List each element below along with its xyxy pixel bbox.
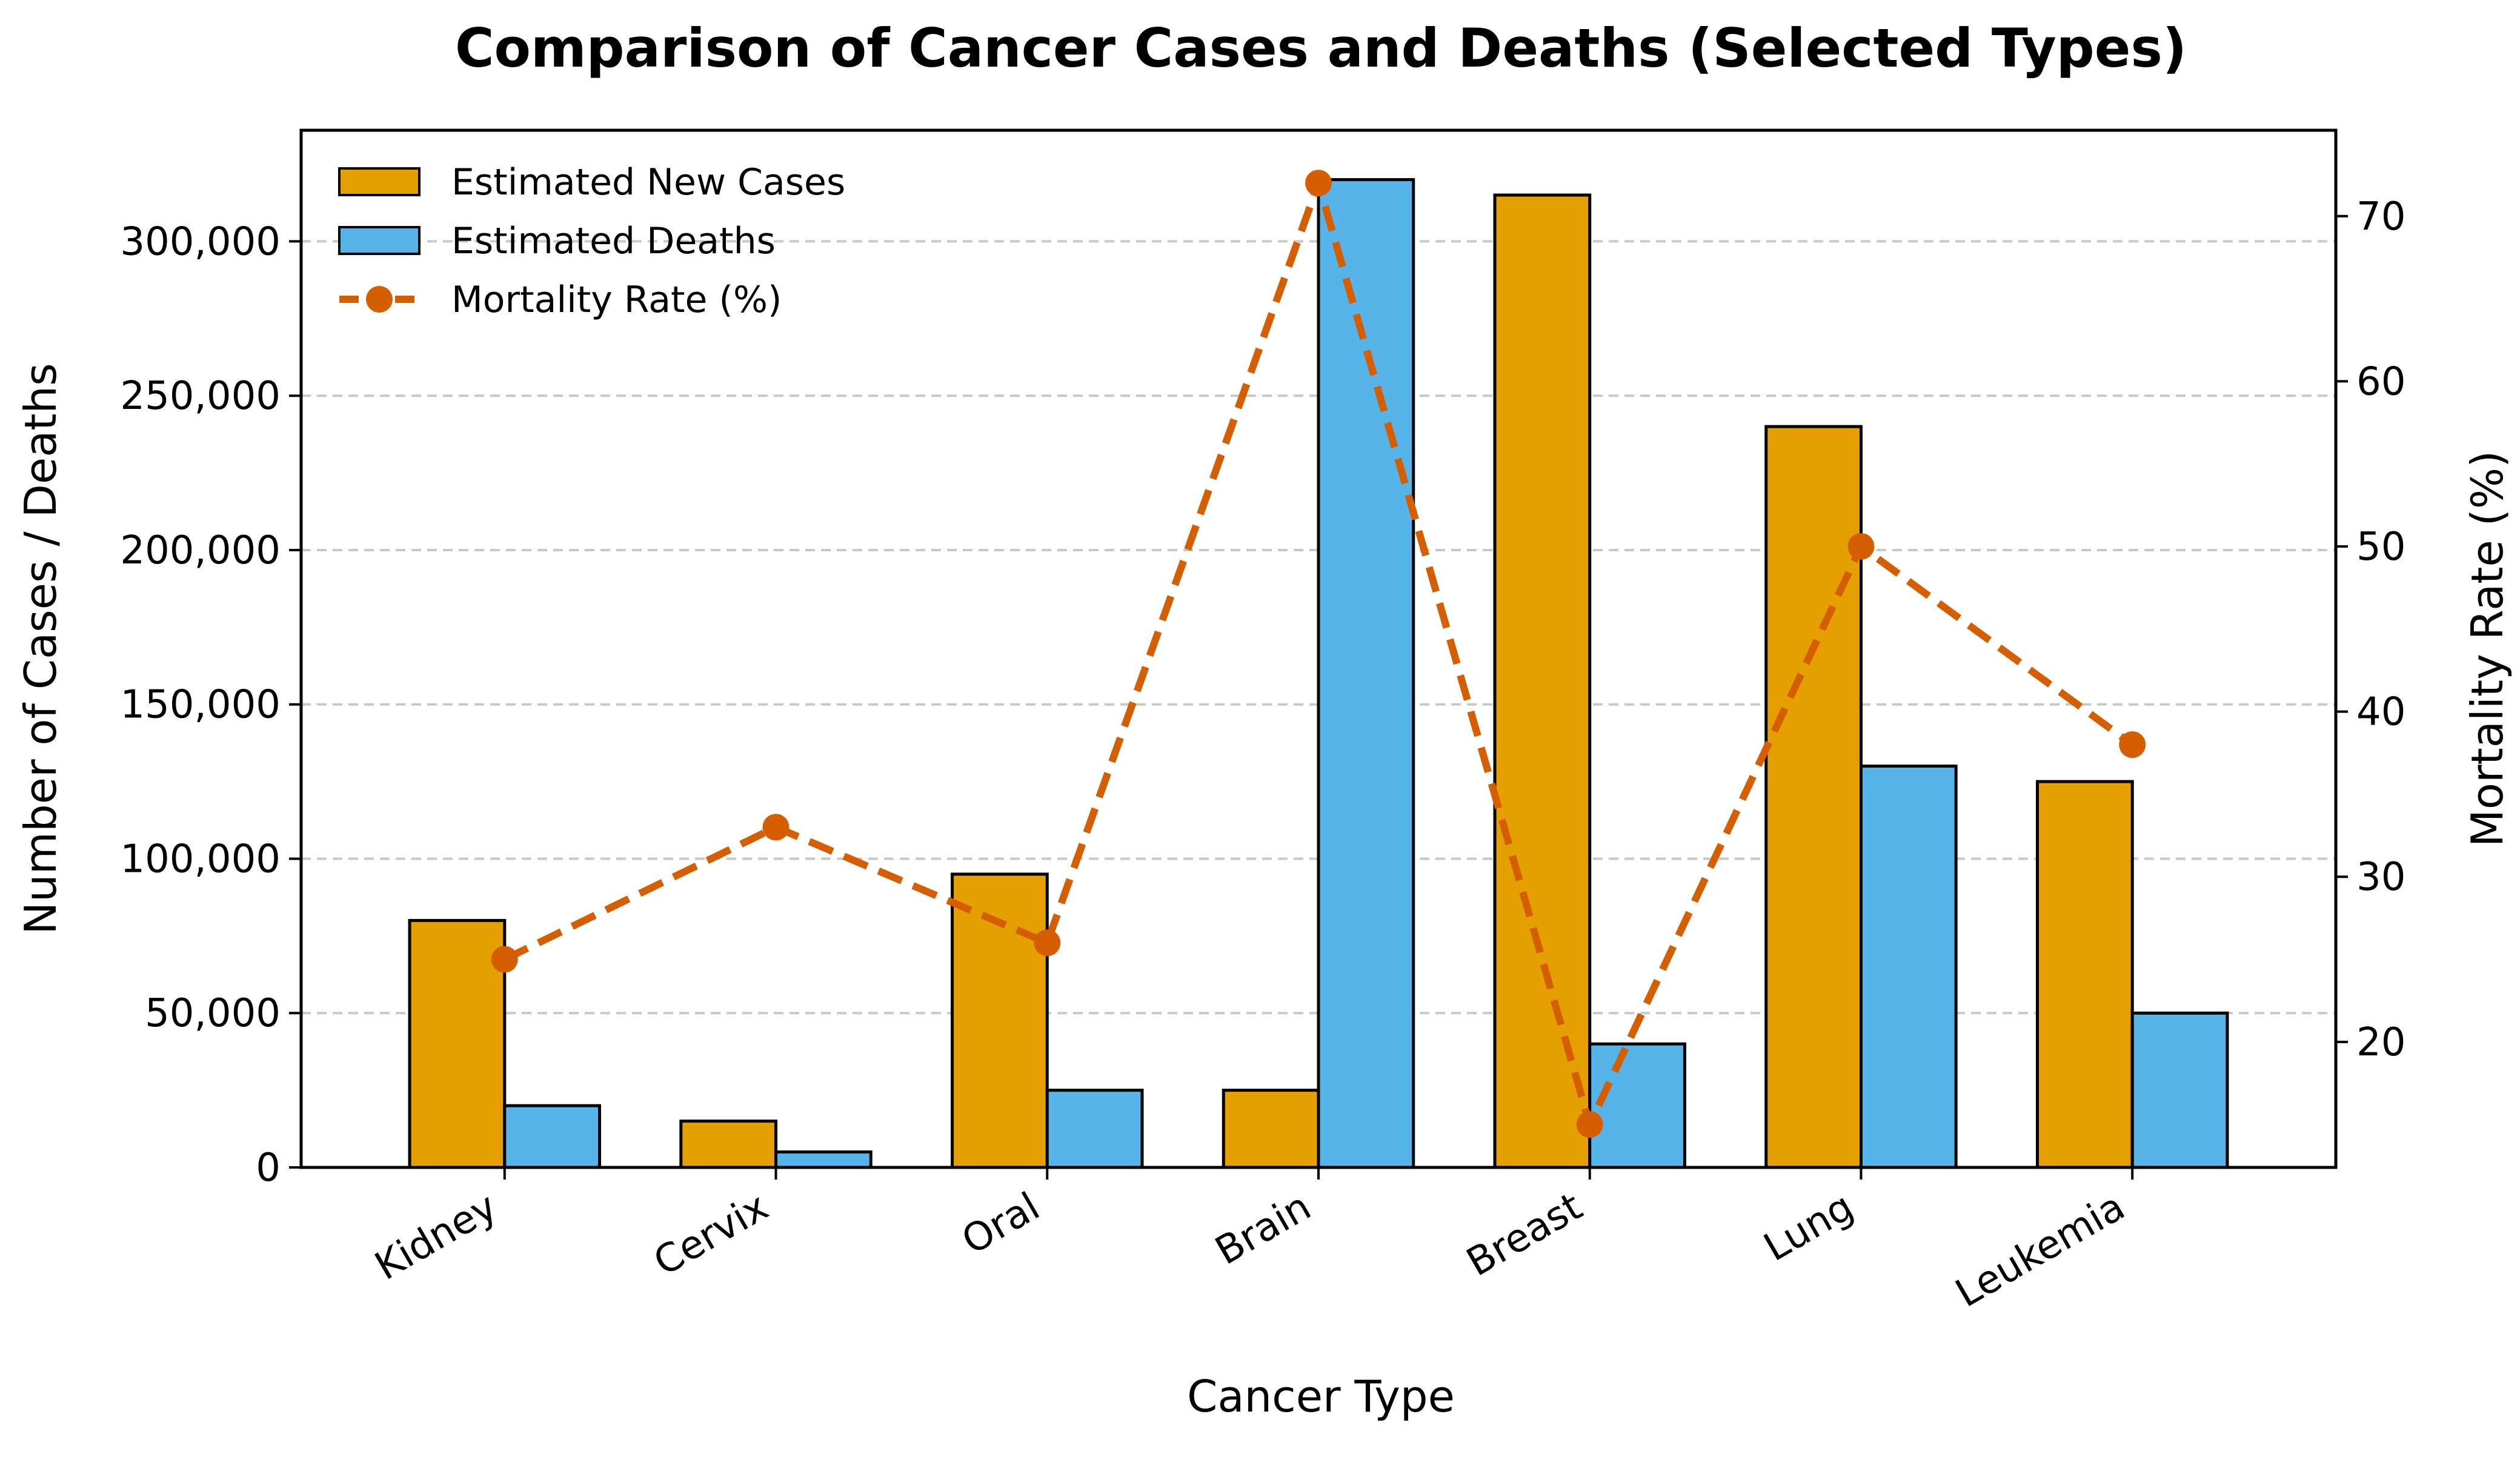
- legend-swatch-1: [338, 226, 421, 255]
- legend-label-1: Estimated Deaths: [451, 220, 776, 262]
- mortality-point-breast: [1576, 1111, 1603, 1138]
- y-tick-label: 200,000: [120, 528, 281, 573]
- bar-deaths-lung: [1859, 765, 1958, 1169]
- bar-new-cases-breast: [1493, 193, 1592, 1169]
- mortality-point-brain: [1305, 170, 1332, 197]
- bar-deaths-cervix: [774, 1150, 873, 1169]
- bar-new-cases-kidney: [408, 918, 507, 1169]
- y2-tick-label: 40: [2356, 690, 2405, 735]
- mortality-point-cervix: [762, 814, 790, 841]
- mortality-line-layer: [491, 170, 2146, 1138]
- y2-tick-label: 70: [2356, 194, 2405, 239]
- legend-marker: [366, 286, 393, 313]
- bar-deaths-brain: [1317, 178, 1415, 1169]
- bar-deaths-breast: [1588, 1042, 1686, 1169]
- bar-new-cases-lung: [1764, 425, 1863, 1169]
- y-axis-label: Number of Cases / Deaths: [15, 363, 66, 934]
- y-tick-label: 100,000: [120, 837, 281, 881]
- bars: [408, 178, 2229, 1169]
- y-tick-label: 150,000: [120, 683, 281, 728]
- bar-new-cases-brain: [1222, 1089, 1320, 1169]
- bar-new-cases-leukemia: [2035, 780, 2134, 1169]
- y-tick-label: 250,000: [120, 374, 281, 419]
- legend-label-0: Estimated New Cases: [451, 161, 845, 204]
- legend: Estimated New Cases Estimated Deaths Morta…: [338, 161, 845, 321]
- y-tick-label: 0: [256, 1146, 281, 1190]
- y-tick-label: 300,000: [120, 219, 281, 264]
- y2-tick-label: 60: [2356, 359, 2405, 404]
- mortality-point-leukemia: [2119, 731, 2146, 758]
- bar-new-cases-cervix: [679, 1120, 778, 1169]
- legend-swatch-0: [338, 167, 421, 196]
- mortality-point-oral: [1034, 929, 1061, 957]
- y2-axis-label: Mortality Rate (%): [2462, 451, 2513, 847]
- left-axis: 0 50,000 100,000 150,000 200,000 250,000 300,0…: [120, 219, 301, 1190]
- y-tick-label: 50,000: [145, 991, 281, 1036]
- x-axis-label: Cancer Type: [1187, 1371, 1455, 1422]
- mortality-point-kidney: [491, 946, 518, 973]
- bar-deaths-oral: [1045, 1089, 1144, 1169]
- bar-deaths-leukemia: [2130, 1011, 2229, 1169]
- y2-tick-label: 50: [2356, 525, 2405, 569]
- y2-tick-label: 30: [2356, 855, 2405, 900]
- y2-tick-label: 20: [2356, 1020, 2405, 1065]
- bar-deaths-kidney: [503, 1104, 602, 1169]
- legend-label-2: Mortality Rate (%): [451, 279, 782, 321]
- chart-title: Comparison of Cancer Cases and Deaths (S…: [455, 17, 2187, 79]
- mortality-point-lung: [1847, 533, 1875, 560]
- right-axis: 20 30 40 50 60 70: [2336, 194, 2405, 1065]
- bar-new-cases-oral: [951, 872, 1049, 1169]
